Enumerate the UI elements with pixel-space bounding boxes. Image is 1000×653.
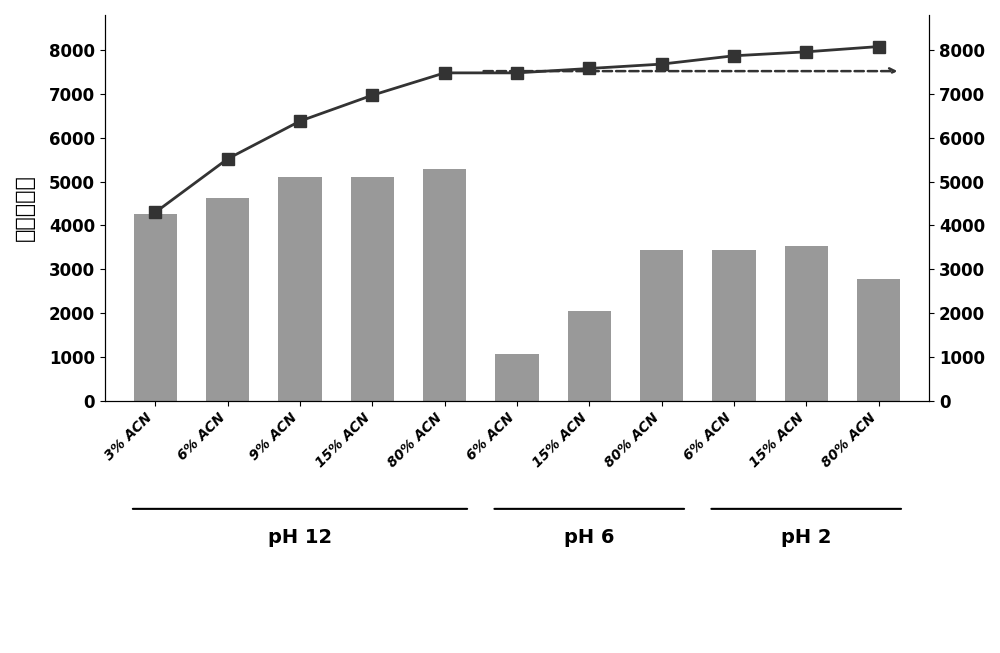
Bar (640, 251, 683, 401)
Bar (785, 246, 828, 401)
Bar (495, 354, 539, 401)
Bar (712, 249, 756, 401)
Text: pH 6: pH 6 (564, 528, 615, 547)
Text: pH 2: pH 2 (781, 528, 831, 547)
Bar (423, 169, 466, 401)
Bar (568, 311, 611, 401)
Y-axis label: 蛋白质数量: 蛋白质数量 (15, 174, 35, 242)
Bar (857, 279, 900, 401)
Text: pH 12: pH 12 (268, 528, 332, 547)
Bar (206, 199, 249, 401)
Bar (134, 214, 177, 401)
Bar (278, 177, 322, 401)
Bar (351, 177, 394, 401)
